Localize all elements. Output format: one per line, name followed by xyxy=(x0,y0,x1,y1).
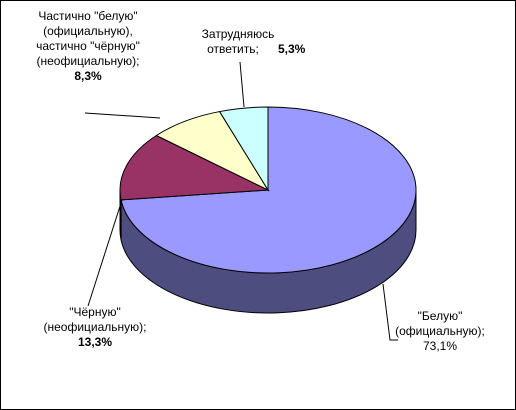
leader-line xyxy=(382,283,398,341)
data-label: Затрудняюсь ответить; xyxy=(202,27,275,56)
slice xyxy=(218,106,269,192)
value-label: 13,3% xyxy=(78,335,112,349)
data-label: Частично "белую" (официальную), частично "… xyxy=(36,9,140,68)
value-label: 5,3% xyxy=(278,42,306,56)
leader-line xyxy=(87,199,123,307)
value-label: 8,3% xyxy=(74,69,102,83)
leader-line xyxy=(239,61,245,108)
data-label: "Белую" (официальную); xyxy=(395,309,485,338)
value-label: 73,1% xyxy=(423,339,457,353)
slice xyxy=(119,134,270,201)
leader-line xyxy=(84,112,161,119)
data-label: "Чёрную" (неофициальную); xyxy=(43,305,146,334)
